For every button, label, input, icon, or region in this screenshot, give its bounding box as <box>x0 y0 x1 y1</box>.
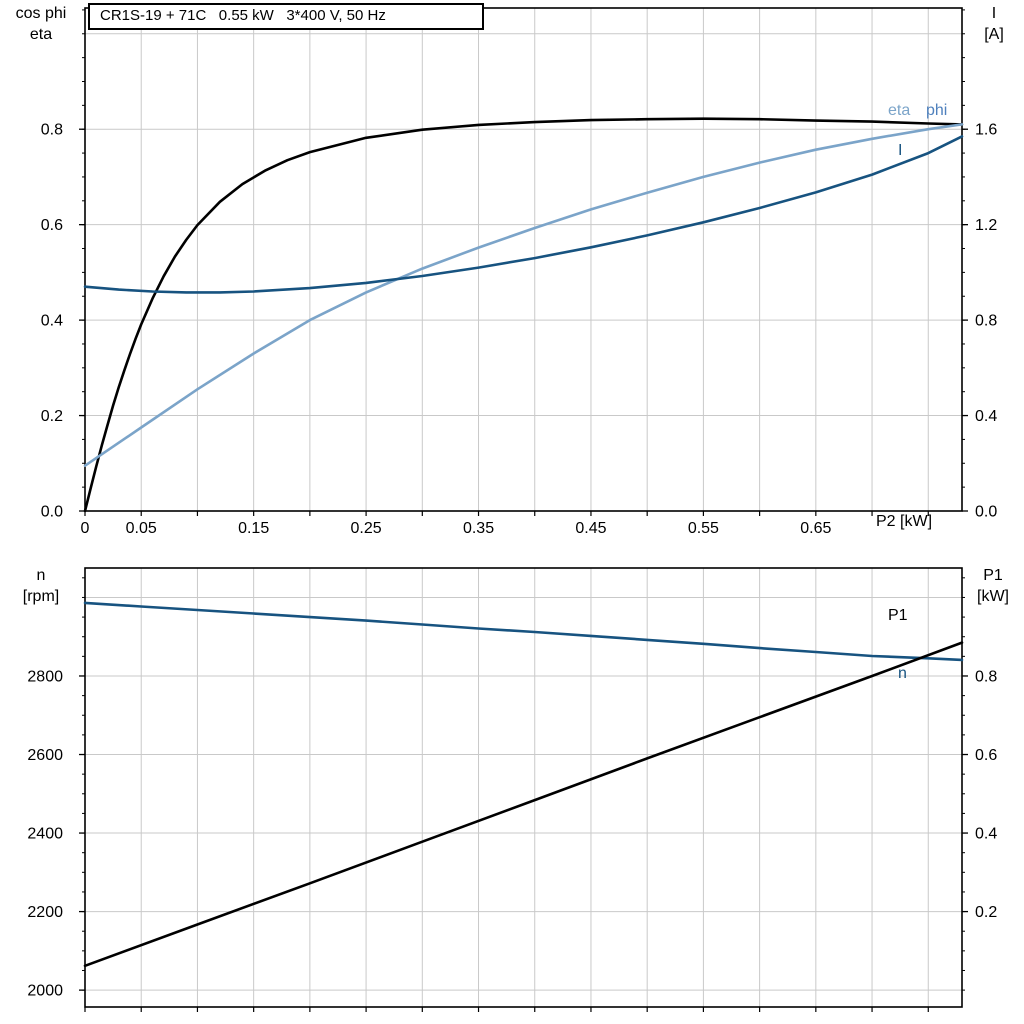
eta-axis-label: eta <box>29 26 53 43</box>
current-axis-label: I <box>991 5 997 22</box>
svg-text:0: 0 <box>81 520 90 537</box>
svg-text:0.35: 0.35 <box>463 520 494 537</box>
svg-text:1.2: 1.2 <box>975 217 997 234</box>
top-chart-right-axis-title: I [A] <box>966 3 1022 45</box>
svg-text:0.2: 0.2 <box>975 904 997 921</box>
svg-text:2000: 2000 <box>27 983 63 1000</box>
chart-title-box: CR1S-19 + 71C 0.55 kW 3*400 V, 50 Hz <box>88 3 484 30</box>
svg-text:0.4: 0.4 <box>41 313 63 330</box>
svg-text:2400: 2400 <box>27 826 63 843</box>
svg-text:2200: 2200 <box>27 904 63 921</box>
svg-text:0.0: 0.0 <box>41 504 63 521</box>
p2-axis-label: P2 [kW] <box>876 513 933 530</box>
svg-text:0.8: 0.8 <box>41 122 63 139</box>
top-chart-left-axis-title: cos phi eta <box>2 3 80 45</box>
svg-text:0.4: 0.4 <box>975 826 997 843</box>
current-curve-label: I <box>898 142 903 159</box>
cos-phi-curve-label: phi <box>926 102 948 119</box>
svg-text:0.8: 0.8 <box>975 313 997 330</box>
svg-text:0.0: 0.0 <box>975 504 997 521</box>
svg-text:0.55: 0.55 <box>688 520 719 537</box>
p1-curve-label: P1 <box>888 607 908 624</box>
eta-curve-label: eta <box>888 102 911 119</box>
svg-text:0.15: 0.15 <box>238 520 269 537</box>
speed-curve-label: n <box>898 665 907 682</box>
svg-text:0.45: 0.45 <box>575 520 606 537</box>
svg-text:0.2: 0.2 <box>41 408 63 425</box>
svg-text:0.05: 0.05 <box>126 520 157 537</box>
svg-text:1.6: 1.6 <box>975 122 997 139</box>
current-axis-unit: [A] <box>984 26 1004 43</box>
svg-text:0.6: 0.6 <box>41 217 63 234</box>
svg-text:0.8: 0.8 <box>975 668 997 685</box>
bottom-chart-right-axis-title: P1 [kW] <box>964 565 1022 607</box>
bottom-chart-left-axis-title: n [rpm] <box>2 565 80 607</box>
svg-text:0.25: 0.25 <box>351 520 382 537</box>
chart-title: CR1S-19 + 71C 0.55 kW 3*400 V, 50 Hz <box>100 7 386 24</box>
svg-text:2800: 2800 <box>27 668 63 685</box>
svg-text:0.65: 0.65 <box>800 520 831 537</box>
svg-text:0.6: 0.6 <box>975 747 997 764</box>
speed-axis-label: n <box>36 567 46 584</box>
speed-axis-unit: [rpm] <box>22 588 60 605</box>
cos-phi-axis-label: cos phi <box>15 5 67 22</box>
p1-axis-label: P1 <box>983 567 1003 584</box>
svg-text:0.4: 0.4 <box>975 408 997 425</box>
svg-text:2600: 2600 <box>27 747 63 764</box>
p1-axis-unit: [kW] <box>977 588 1009 605</box>
